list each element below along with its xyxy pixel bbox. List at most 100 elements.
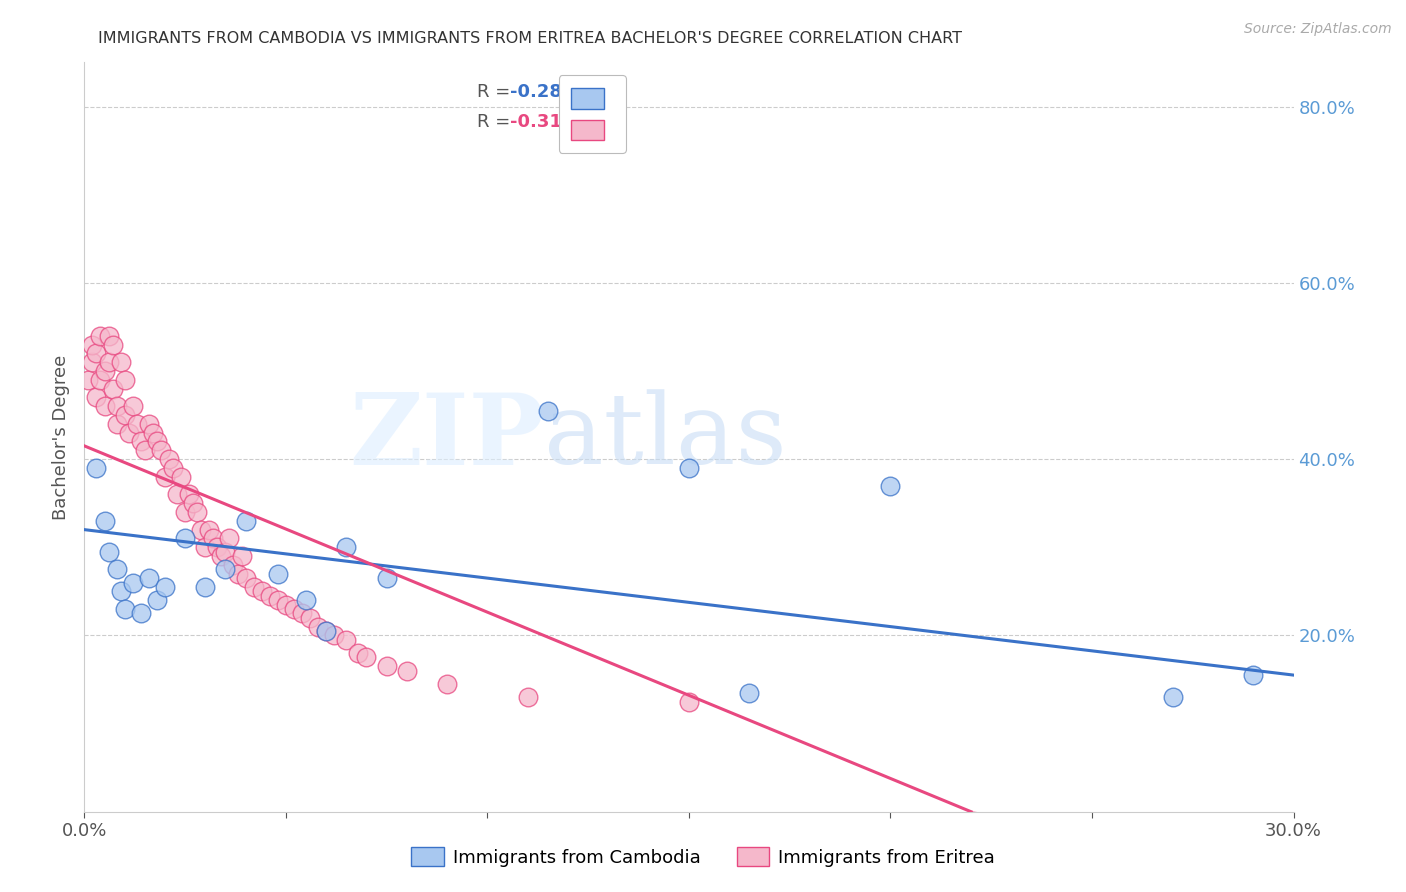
Point xyxy=(105,399,128,413)
Point xyxy=(347,646,370,660)
Point xyxy=(82,355,104,369)
Point xyxy=(146,593,169,607)
Point xyxy=(114,408,136,422)
Point xyxy=(105,417,128,431)
Point xyxy=(153,469,176,483)
Point xyxy=(101,337,124,351)
Point xyxy=(181,496,204,510)
Point xyxy=(114,373,136,387)
Text: IMMIGRANTS FROM CAMBODIA VS IMMIGRANTS FROM ERITREA BACHELOR'S DEGREE CORRELATIO: IMMIGRANTS FROM CAMBODIA VS IMMIGRANTS F… xyxy=(98,31,963,46)
Point xyxy=(162,461,184,475)
Text: R =: R = xyxy=(478,113,516,131)
Point xyxy=(235,514,257,528)
Point xyxy=(678,461,700,475)
Point xyxy=(198,523,221,537)
Point xyxy=(274,598,297,612)
Point xyxy=(93,514,115,528)
Point xyxy=(86,461,108,475)
Point xyxy=(129,607,152,621)
Point xyxy=(267,566,290,581)
Point xyxy=(77,373,100,387)
Point xyxy=(738,686,761,700)
Text: ZIP: ZIP xyxy=(349,389,544,485)
Point xyxy=(214,562,236,576)
Point xyxy=(323,628,346,642)
Text: -0.289: -0.289 xyxy=(510,84,575,102)
Point xyxy=(129,434,152,449)
Point xyxy=(114,602,136,616)
Point xyxy=(291,607,314,621)
Point xyxy=(194,541,217,555)
Point xyxy=(89,373,111,387)
Point xyxy=(93,399,115,413)
Point xyxy=(166,487,188,501)
Point xyxy=(335,541,357,555)
Text: Source: ZipAtlas.com: Source: ZipAtlas.com xyxy=(1244,22,1392,37)
Text: N =: N = xyxy=(555,84,613,102)
Point xyxy=(202,532,225,546)
Point xyxy=(678,694,700,708)
Point xyxy=(242,580,264,594)
Point xyxy=(174,505,197,519)
Point xyxy=(146,434,169,449)
Text: -0.315: -0.315 xyxy=(510,113,575,131)
Point xyxy=(138,571,160,585)
Point xyxy=(86,391,108,405)
Point xyxy=(82,337,104,351)
Text: 67: 67 xyxy=(599,113,623,131)
Point xyxy=(142,425,165,440)
Point xyxy=(375,659,398,673)
Point xyxy=(375,571,398,585)
Point xyxy=(101,382,124,396)
Point xyxy=(97,544,120,558)
Legend: Immigrants from Cambodia, Immigrants from Eritrea: Immigrants from Cambodia, Immigrants fro… xyxy=(404,840,1002,874)
Point xyxy=(299,611,322,625)
Point xyxy=(97,355,120,369)
Point xyxy=(121,399,143,413)
Text: 26: 26 xyxy=(599,84,623,102)
Y-axis label: Bachelor's Degree: Bachelor's Degree xyxy=(52,354,70,520)
Point xyxy=(335,632,357,647)
Point xyxy=(1161,690,1184,705)
Point xyxy=(283,602,305,616)
Point xyxy=(207,541,229,555)
Point xyxy=(537,403,560,417)
Point xyxy=(89,328,111,343)
Point xyxy=(259,589,281,603)
Point xyxy=(307,619,329,633)
Point xyxy=(179,487,201,501)
Point xyxy=(134,443,156,458)
Point xyxy=(436,677,458,691)
Point xyxy=(194,580,217,594)
Point xyxy=(170,469,193,483)
Point xyxy=(214,544,236,558)
Point xyxy=(226,566,249,581)
Point xyxy=(879,478,901,492)
Point xyxy=(1241,668,1264,682)
Point xyxy=(231,549,253,563)
Text: R =: R = xyxy=(478,84,516,102)
Point xyxy=(250,584,273,599)
Point xyxy=(97,328,120,343)
Point xyxy=(516,690,538,705)
Point xyxy=(267,593,290,607)
Point xyxy=(395,664,418,678)
Point xyxy=(157,452,180,467)
Point xyxy=(235,571,257,585)
Point xyxy=(153,580,176,594)
Point xyxy=(218,532,240,546)
Point xyxy=(222,558,245,572)
Point xyxy=(110,355,132,369)
Point xyxy=(86,346,108,360)
Point xyxy=(186,505,208,519)
Point xyxy=(295,593,318,607)
Legend: , : , xyxy=(558,75,626,153)
Point xyxy=(118,425,141,440)
Point xyxy=(110,584,132,599)
Point xyxy=(209,549,232,563)
Point xyxy=(105,562,128,576)
Point xyxy=(174,532,197,546)
Point xyxy=(125,417,148,431)
Point xyxy=(315,624,337,638)
Point xyxy=(149,443,172,458)
